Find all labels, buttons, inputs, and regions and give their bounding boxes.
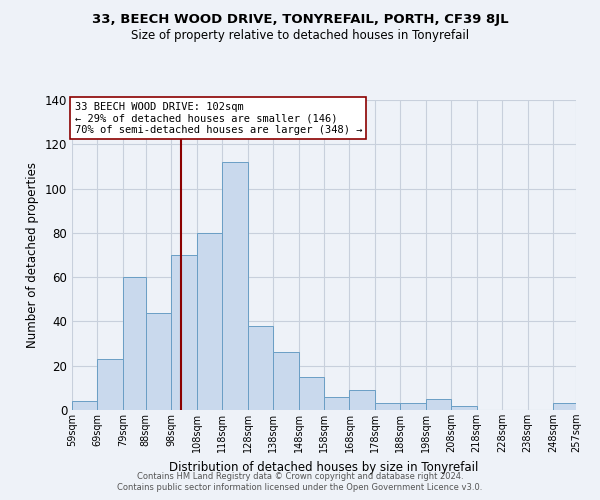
Y-axis label: Number of detached properties: Number of detached properties (26, 162, 39, 348)
Bar (197, 233, 222, 410)
Bar (273, 352, 299, 410)
Bar (97, 359, 123, 410)
Bar (451, 406, 477, 410)
Bar (426, 399, 451, 410)
Bar (72, 401, 97, 410)
Text: Contains HM Land Registry data © Crown copyright and database right 2024.: Contains HM Land Registry data © Crown c… (137, 472, 463, 481)
X-axis label: Distribution of detached houses by size in Tonyrefail: Distribution of detached houses by size … (169, 460, 479, 473)
Text: 33 BEECH WOOD DRIVE: 102sqm
← 29% of detached houses are smaller (146)
70% of se: 33 BEECH WOOD DRIVE: 102sqm ← 29% of det… (74, 102, 362, 134)
Bar (248, 326, 273, 410)
Text: 33, BEECH WOOD DRIVE, TONYREFAIL, PORTH, CF39 8JL: 33, BEECH WOOD DRIVE, TONYREFAIL, PORTH,… (92, 12, 508, 26)
Bar (222, 162, 248, 410)
Bar (349, 390, 375, 410)
Bar (171, 255, 197, 410)
Text: Size of property relative to detached houses in Tonyrefail: Size of property relative to detached ho… (131, 29, 469, 42)
Bar (375, 404, 400, 410)
Bar (400, 404, 426, 410)
Bar (146, 312, 171, 410)
Bar (123, 277, 146, 410)
Bar (553, 404, 576, 410)
Bar (324, 396, 349, 410)
Bar (299, 377, 324, 410)
Text: Contains public sector information licensed under the Open Government Licence v3: Contains public sector information licen… (118, 483, 482, 492)
